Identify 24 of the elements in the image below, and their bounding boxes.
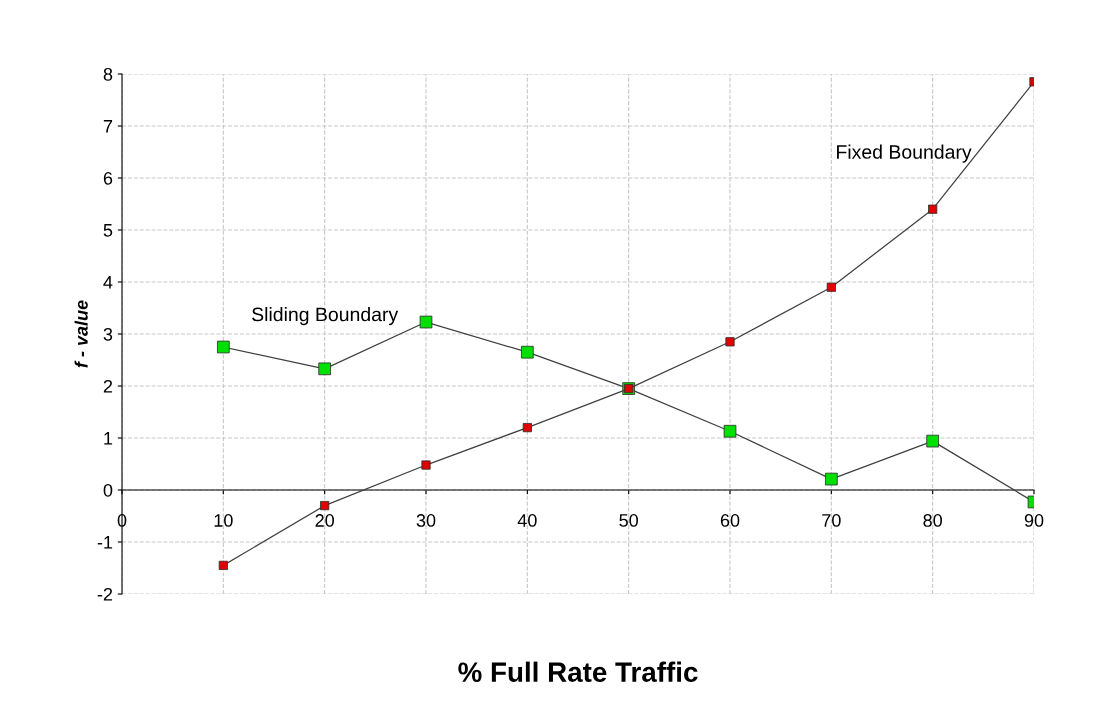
x-tick-label: 20 xyxy=(315,514,334,527)
y-tick-label: 7 xyxy=(103,120,113,133)
x-tick-label: 40 xyxy=(517,514,537,527)
y-tick-label: 8 xyxy=(103,67,113,81)
y-tick-label: 4 xyxy=(103,276,113,289)
x-tick-label: 70 xyxy=(822,514,841,527)
y-tick-label: 1 xyxy=(104,432,113,445)
series-label: Sliding Boundary xyxy=(252,307,399,326)
x-tick-label: 90 xyxy=(1024,514,1044,527)
series-label: Fixed Boundary xyxy=(837,144,972,163)
x-tick-label: 50 xyxy=(619,514,638,527)
x-tick-label: 60 xyxy=(720,514,740,527)
y-tick-label: 3 xyxy=(103,327,113,341)
x-tick-label: 30 xyxy=(416,514,436,527)
y-tick-label: 6 xyxy=(103,171,113,185)
y-tick-label: -2 xyxy=(97,587,113,601)
y-tick-label: -1 xyxy=(97,536,113,549)
y-tick-label: 2 xyxy=(103,379,113,393)
x-tick-label: 80 xyxy=(923,514,942,527)
y-tick-label: 5 xyxy=(103,224,113,237)
x-axis-title: % Full Rate Traffic xyxy=(458,661,698,682)
y-tick-label: 0 xyxy=(103,483,113,497)
y-axis-title: f - value xyxy=(74,300,88,368)
x-tick-label: 10 xyxy=(214,514,233,527)
